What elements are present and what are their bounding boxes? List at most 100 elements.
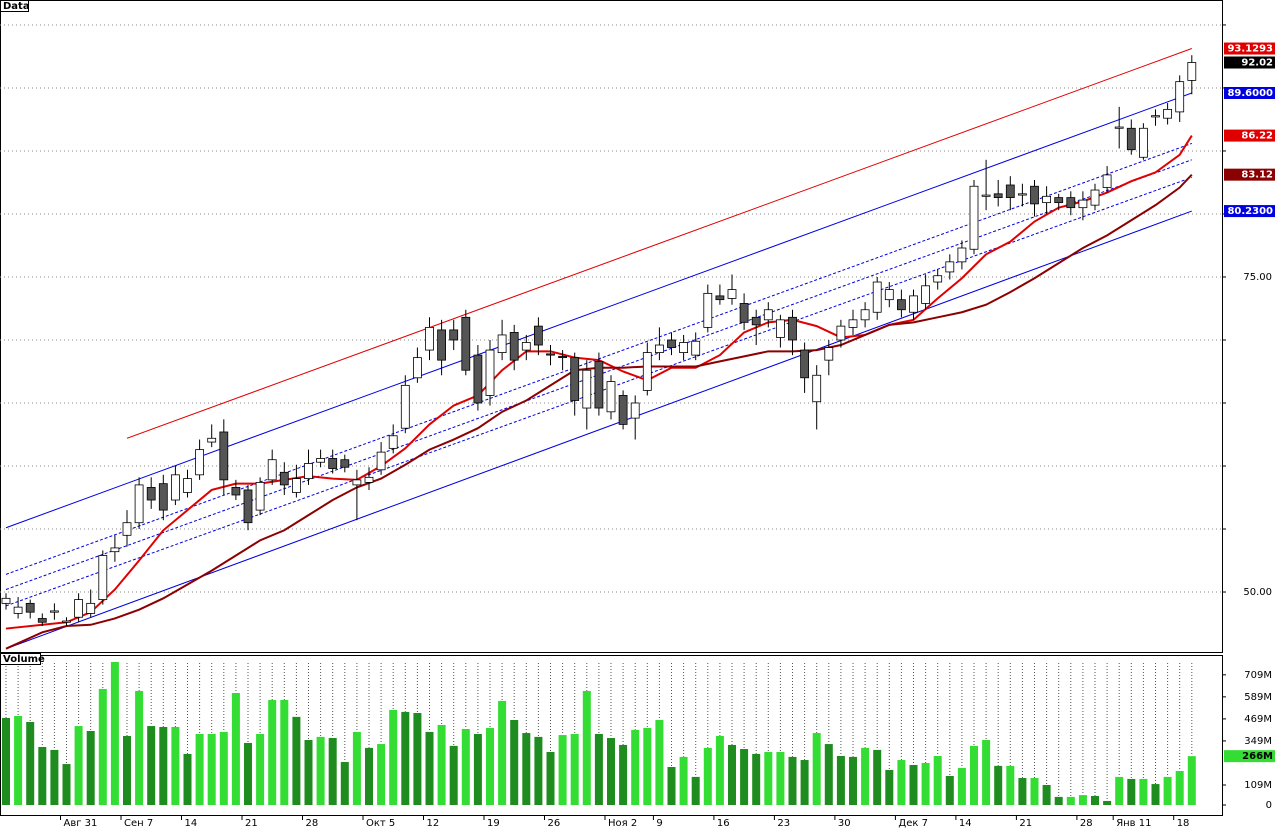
candle-body: [412, 357, 422, 379]
plot-layer: 50.00 75.00 93.1293 89.6000 80.2300 86.22 83.1…: [0, 24, 1275, 829]
candle-body: [848, 319, 858, 328]
candle-body: [304, 463, 313, 480]
volume-bar: [2, 717, 10, 805]
volume-bar: [909, 764, 918, 805]
volume-bar: [473, 733, 482, 805]
volume-bar: [498, 700, 507, 805]
x-tick-label: 26: [548, 818, 561, 829]
x-tick-label: Окт 5: [366, 818, 395, 829]
volume-bar: [1187, 756, 1196, 805]
candle-body: [1114, 126, 1124, 129]
value-box: [1224, 42, 1275, 55]
candle-body: [1078, 199, 1088, 209]
volume-bar: [1018, 778, 1027, 805]
value-box-label: 93.1293: [1227, 44, 1273, 55]
volume-bar: [667, 766, 676, 805]
candle-body: [981, 194, 991, 197]
volume-bar: [1139, 778, 1148, 805]
volume-bar: [945, 775, 954, 805]
candle-body: [50, 610, 59, 613]
volume-bar: [534, 736, 543, 805]
candle-body: [1090, 189, 1100, 206]
volume-bar: [244, 742, 252, 805]
volume-bar: [280, 699, 289, 805]
candle-body: [618, 395, 628, 425]
volume-bar: [340, 762, 349, 805]
candle-body: [788, 316, 797, 341]
volume-bar: [570, 733, 579, 805]
moving-average: [5, 173, 1193, 650]
candle-body: [534, 325, 543, 346]
value-box-label: 92.02: [1241, 58, 1273, 69]
volume-bar: [1163, 776, 1172, 805]
candle-body: [836, 325, 846, 341]
candle-body: [897, 299, 906, 311]
candle-body: [267, 459, 277, 481]
candle-body: [1151, 115, 1160, 118]
candle-body: [546, 353, 555, 356]
volume-bar: [171, 726, 180, 805]
volume-bar: [812, 733, 821, 805]
candle-body: [291, 478, 301, 493]
candle-body: [316, 458, 326, 463]
candle-body: [146, 487, 156, 501]
volume-bar: [1127, 778, 1136, 805]
candle-body: [945, 261, 955, 273]
candle-body: [86, 602, 96, 614]
candle-body: [134, 484, 144, 524]
y-tick-label: 349M: [1244, 736, 1272, 747]
y-tick-label: 589M: [1244, 692, 1272, 703]
candle-body: [461, 316, 471, 371]
volume-bar: [62, 764, 71, 805]
candle-body: [824, 347, 834, 361]
volume-bar: [582, 690, 591, 805]
candle-body: [521, 342, 531, 351]
value-box: [1224, 750, 1275, 763]
volume-bar: [401, 711, 410, 805]
volume-bar: [631, 729, 640, 805]
price-frame: [0, 0, 1223, 653]
volume-bar: [389, 709, 398, 805]
volume-bar: [413, 713, 422, 805]
volume-bar: [921, 762, 930, 805]
x-tick-label: 21: [1019, 818, 1032, 829]
candle-body: [219, 431, 229, 481]
volume-bar: [836, 755, 845, 805]
candle-body: [1163, 108, 1172, 119]
y-tick-label: 0: [1266, 800, 1272, 811]
candle-body: [921, 285, 930, 304]
candle-body: [860, 309, 870, 321]
x-tick-label: 14: [185, 818, 198, 829]
volume-bar: [994, 765, 1003, 805]
x-tick-label: Янв 11: [1116, 818, 1151, 829]
volume-bar: [486, 727, 494, 805]
volume-bar: [292, 716, 301, 805]
candle-body: [691, 340, 701, 356]
volume-bar: [268, 699, 277, 805]
candle-body: [98, 555, 108, 600]
candle-body: [158, 483, 168, 511]
x-tick-label: 28: [306, 818, 319, 829]
candle-body: [1005, 184, 1015, 198]
volume-bar: [1066, 796, 1075, 805]
candle-body: [352, 479, 362, 486]
volume-bar: [655, 719, 664, 805]
candle-body: [195, 449, 205, 476]
candle-body: [340, 459, 350, 468]
candle-body: [110, 547, 120, 553]
candle-body: [485, 349, 495, 396]
x-tick-label: 18: [1177, 818, 1190, 829]
volume-bar: [425, 731, 434, 805]
volume-bar: [824, 744, 833, 805]
title-box: [0, 0, 29, 12]
volume-bar: [558, 735, 567, 805]
candle-body: [400, 384, 410, 429]
candle-body: [812, 374, 822, 403]
candle-body: [679, 342, 688, 353]
volume-bar: [619, 744, 628, 805]
candle-body: [957, 247, 967, 263]
volume-bar: [933, 755, 942, 805]
volume-bar: [728, 744, 736, 805]
candle-body: [62, 620, 71, 623]
volume-bar: [461, 728, 470, 805]
